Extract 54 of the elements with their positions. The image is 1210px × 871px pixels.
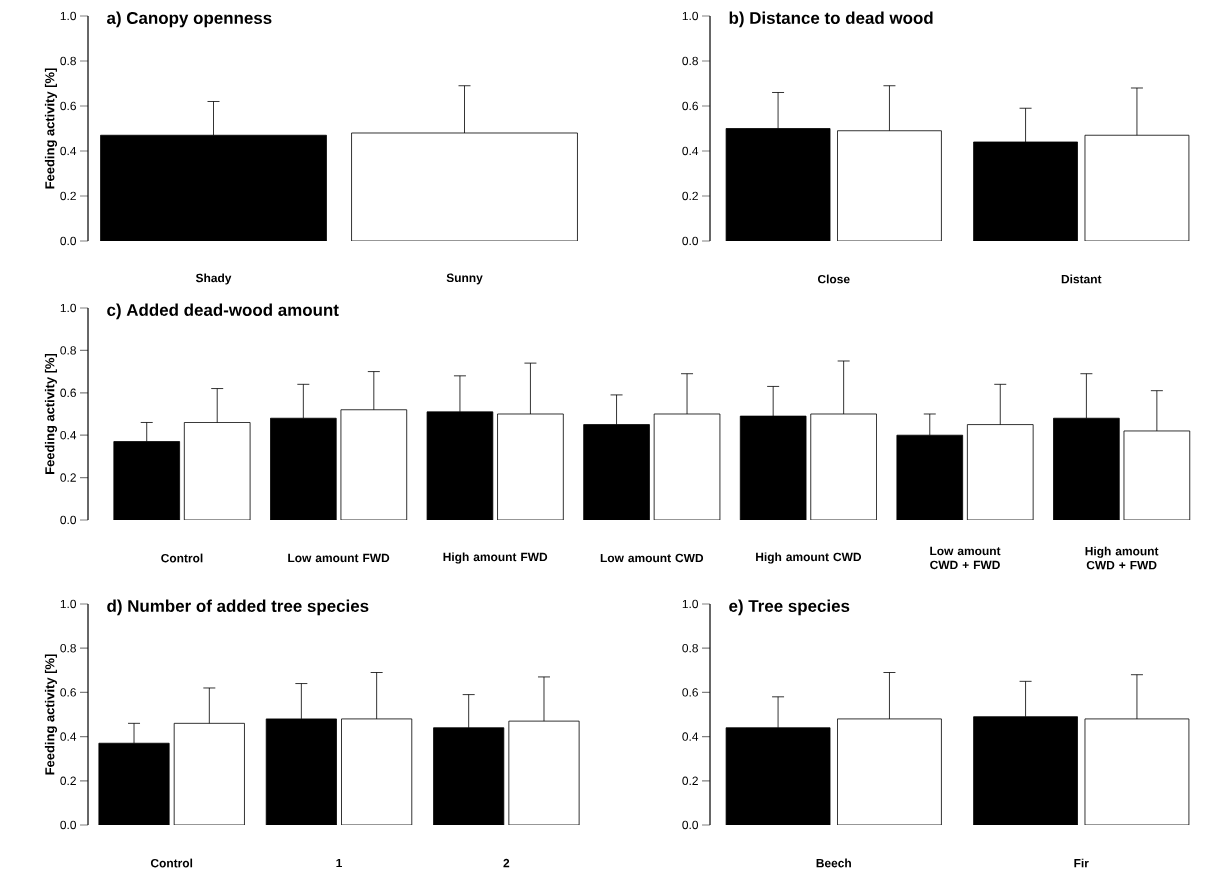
x-tick-label: Distant: [1061, 274, 1102, 284]
y-axis-title: Feeding activity [%]: [44, 354, 58, 475]
chart-title: d) Number of added tree species: [107, 599, 369, 616]
y-tick-label: 0.4: [682, 732, 699, 741]
y-tick-label: 0.2: [60, 776, 76, 786]
y-tick-label: 0.8: [682, 644, 698, 653]
x-tick-label: 2: [503, 858, 510, 868]
x-tick-label: Low amount FWD: [288, 553, 390, 563]
x-tick-label: Low amount CWD: [600, 553, 704, 563]
y-tick-label: 0.6: [60, 688, 76, 697]
y-tick-label: 0.4: [60, 431, 77, 440]
x-tick-label: Control: [161, 553, 203, 563]
y-tick-label: 0.6: [682, 101, 698, 111]
x-tick-label: 1: [336, 859, 342, 868]
y-tick-label: 0.8: [682, 56, 698, 66]
y-tick-label: 1.0: [60, 599, 77, 609]
x-tick-label: High amount CWD + FWD: [1085, 546, 1159, 570]
x-tick-label: Low amount CWD + FWD: [930, 547, 1001, 570]
x-tick-label: Fir: [1074, 858, 1089, 868]
y-tick-label: 0.2: [682, 191, 698, 201]
y-tick-label: 0.2: [60, 191, 76, 201]
y-axis-title: Feeding activity [%]: [44, 654, 58, 775]
y-axis-title: Feeding activity [%]: [44, 68, 58, 189]
y-tick-label: 0.8: [60, 56, 76, 66]
x-tick-label: Shady: [195, 273, 232, 285]
y-tick-label: 0.6: [682, 688, 698, 697]
y-tick-label: 0.0: [682, 820, 699, 830]
y-tick-label: 0.4: [60, 146, 77, 156]
y-tick-label: 0.0: [682, 236, 699, 246]
y-tick-label: 0.4: [60, 732, 77, 741]
chart-title: e) Tree species: [729, 599, 850, 616]
x-tick-label: Sunny: [446, 273, 483, 285]
x-tick-label: Close: [817, 274, 850, 284]
x-tick-label: High amount FWD: [443, 552, 548, 564]
y-tick-label: 1.0: [682, 599, 699, 609]
y-tick-label: 0.6: [60, 388, 76, 398]
chart-title: b) Distance to dead wood: [729, 11, 933, 28]
chart-title: c) Added dead-wood amount: [107, 303, 339, 320]
y-tick-label: 0.0: [60, 236, 77, 246]
y-tick-label: 0.0: [60, 515, 77, 525]
y-tick-label: 0.4: [682, 146, 699, 156]
y-tick-label: 1.0: [60, 11, 77, 21]
y-tick-label: 1.0: [60, 303, 77, 313]
y-tick-label: 0.8: [60, 346, 76, 355]
y-tick-label: 0.2: [60, 473, 76, 482]
y-tick-label: 0.8: [60, 644, 76, 653]
y-tick-label: 0.6: [60, 101, 76, 111]
x-tick-label: Beech: [816, 858, 851, 868]
y-tick-label: 1.0: [682, 11, 699, 21]
x-tick-label: High amount CWD: [756, 552, 862, 564]
y-tick-label: 0.0: [60, 820, 77, 830]
chart-title: a) Canopy openness: [107, 11, 272, 28]
x-tick-label: Control: [150, 858, 193, 868]
y-tick-label: 0.2: [682, 776, 698, 786]
